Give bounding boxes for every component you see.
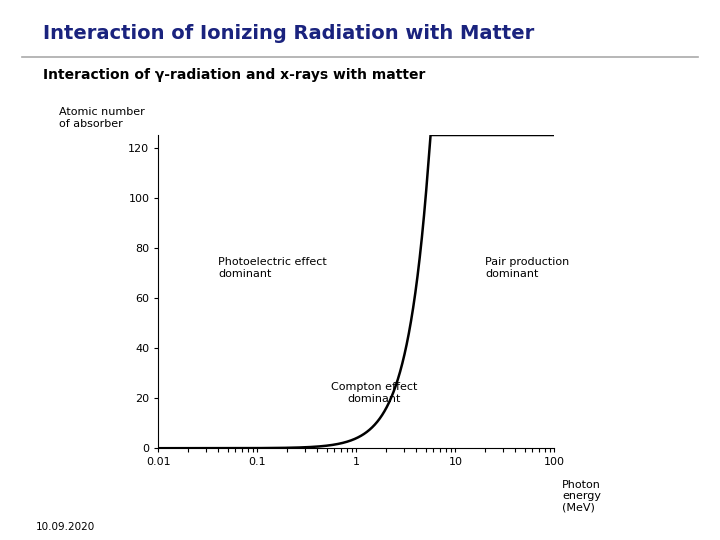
Text: Interaction of Ionizing Radiation with Matter: Interaction of Ionizing Radiation with M… (43, 24, 534, 43)
Text: Interaction of γ-radiation and x-rays with matter: Interaction of γ-radiation and x-rays wi… (43, 68, 426, 82)
Text: Compton effect
dominant: Compton effect dominant (330, 382, 417, 404)
Text: Photon
energy
(MeV): Photon energy (MeV) (562, 480, 601, 512)
Text: Atomic number
of absorber: Atomic number of absorber (60, 107, 145, 129)
Text: Photoelectric effect
dominant: Photoelectric effect dominant (218, 257, 327, 279)
Text: Pair production
dominant: Pair production dominant (485, 257, 570, 279)
Text: 10.09.2020: 10.09.2020 (36, 522, 95, 532)
